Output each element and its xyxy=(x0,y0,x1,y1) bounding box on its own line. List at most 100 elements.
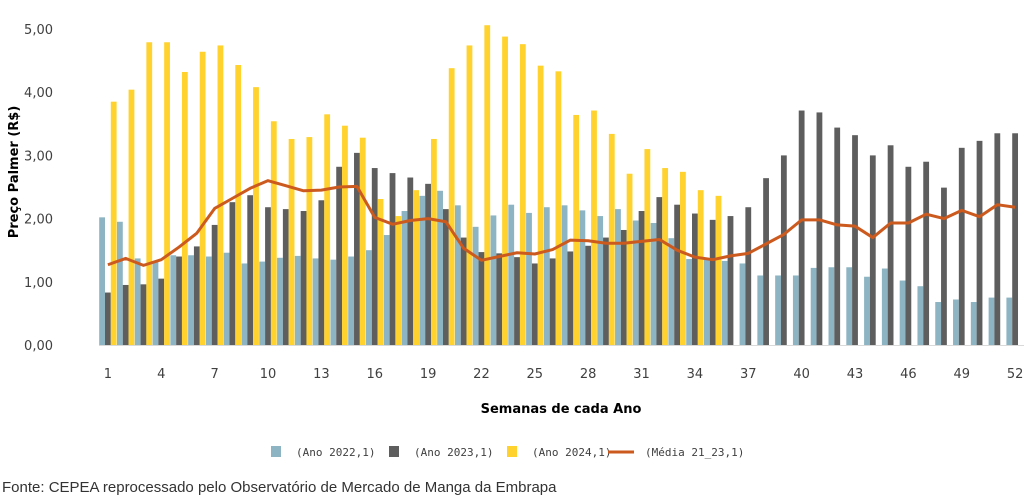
bar-1-week-28 xyxy=(579,210,586,345)
bar-1-week-31 xyxy=(632,220,639,345)
line-layer xyxy=(107,179,1016,267)
y-tick-label: 5,00 xyxy=(24,23,53,38)
bar-2-week-22 xyxy=(478,252,485,345)
bar-2-week-46 xyxy=(905,166,912,345)
bar-2-week-40 xyxy=(798,110,805,345)
bar-1-week-29 xyxy=(597,216,604,345)
x-tick-label: 25 xyxy=(527,367,544,382)
bar-2-week-50 xyxy=(976,140,983,345)
bar-3-week-17 xyxy=(395,216,402,345)
bar-3-week-9 xyxy=(253,87,259,345)
bar-2-week-11 xyxy=(282,209,289,345)
bar-2-week-49 xyxy=(958,147,965,345)
bar-1-week-15 xyxy=(348,256,355,345)
bar-3-week-24 xyxy=(519,44,526,346)
legend-label-2: (Ano 2023,1) xyxy=(414,446,493,459)
bar-2-week-42 xyxy=(834,127,841,345)
bar-2-week-35 xyxy=(709,219,716,345)
bars-layer xyxy=(99,25,1019,346)
bar-2-week-34 xyxy=(692,213,698,345)
bar-1-week-44 xyxy=(864,276,870,345)
bar-2-week-6 xyxy=(193,246,200,345)
bar-2-week-26 xyxy=(549,258,556,345)
bar-1-week-3 xyxy=(134,258,141,345)
bar-2-week-38 xyxy=(763,178,769,345)
bar-2-week-24 xyxy=(514,257,520,345)
bar-2-week-31 xyxy=(638,211,645,345)
bar-1-week-34 xyxy=(686,259,693,345)
bar-1-week-40 xyxy=(792,275,799,345)
bar-1-week-6 xyxy=(188,255,194,345)
bar-1-week-50 xyxy=(970,302,977,345)
bar-1-week-4 xyxy=(152,260,159,345)
bar-3-week-6 xyxy=(199,51,206,345)
y-tick-label: 0,00 xyxy=(24,339,53,354)
bar-1-week-41 xyxy=(810,267,817,345)
x-tick-label: 28 xyxy=(580,367,597,382)
bar-1-week-24 xyxy=(508,204,515,345)
bar-2-week-1 xyxy=(104,292,111,345)
bar-2-week-37 xyxy=(745,207,752,345)
bar-1-week-14 xyxy=(330,259,337,345)
bar-3-week-7 xyxy=(217,45,224,346)
x-tick-label: 49 xyxy=(953,367,970,382)
source-note: Fonte: CEPEA reprocessado pelo Observató… xyxy=(2,479,557,496)
legend-label-1: (Ano 2022,1) xyxy=(296,446,375,459)
legend-label-3: (Ano 2024,1) xyxy=(532,446,611,459)
bar-2-week-48 xyxy=(941,187,947,345)
bar-2-week-10 xyxy=(265,207,271,345)
legend: (Ano 2022,1) (Ano 2023,1) (Ano 2024,1) (Méd… xyxy=(271,446,744,459)
bar-1-week-23 xyxy=(490,215,497,345)
bar-3-week-14 xyxy=(342,125,348,345)
bar-2-week-36 xyxy=(727,216,734,345)
bar-2-week-7 xyxy=(211,224,218,345)
x-tick-label: 34 xyxy=(687,367,704,382)
chart-svg: 0,00 1,00 2,00 3,00 4,00 5,00 1 4 7 10 13 16 19 22 25… xyxy=(7,23,1024,459)
bar-2-week-5 xyxy=(176,256,182,345)
x-tick-label: 43 xyxy=(847,367,864,382)
x-axis-title: Semanas de cada Ano xyxy=(481,402,642,417)
bar-3-week-35 xyxy=(715,195,722,345)
bar-1-week-51 xyxy=(988,297,995,345)
bar-1-week-26 xyxy=(543,207,550,345)
bar-1-week-47 xyxy=(917,286,924,345)
bar-1-week-8 xyxy=(223,252,230,345)
bar-2-week-33 xyxy=(674,204,681,345)
bar-1-week-52 xyxy=(1006,297,1013,345)
bar-3-week-22 xyxy=(484,25,491,346)
bar-3-week-27 xyxy=(573,114,580,345)
y-tick-label: 3,00 xyxy=(24,149,53,164)
legend-swatch-3 xyxy=(507,446,517,457)
bar-1-week-30 xyxy=(615,209,621,345)
x-tick-label: 22 xyxy=(473,367,490,382)
y-tick-label: 1,00 xyxy=(24,276,53,291)
bar-3-week-2 xyxy=(128,89,135,345)
x-tick-label: 40 xyxy=(793,367,810,382)
legend-swatch-1 xyxy=(271,446,281,457)
bar-3-week-26 xyxy=(555,71,562,345)
bar-1-week-27 xyxy=(561,205,568,345)
y-tick-label: 4,00 xyxy=(24,86,53,101)
bar-1-week-9 xyxy=(241,263,248,345)
bar-3-week-15 xyxy=(359,137,366,345)
x-axis: 1 4 7 10 13 16 19 22 25 28 31 34 37 40 43 46 49 52 xyxy=(104,367,1024,382)
bar-3-week-30 xyxy=(626,173,633,345)
bar-1-week-17 xyxy=(383,235,390,345)
x-tick-label: 7 xyxy=(210,367,218,382)
bar-3-week-32 xyxy=(662,168,669,345)
bar-1-week-42 xyxy=(828,267,835,345)
x-tick-label: 52 xyxy=(1007,367,1024,382)
bar-3-week-3 xyxy=(146,42,153,346)
x-tick-label: 37 xyxy=(740,367,757,382)
bar-2-week-23 xyxy=(496,253,503,345)
legend-label-4: (Média 21_23,1) xyxy=(645,446,744,459)
bar-1-week-1 xyxy=(99,217,105,345)
bar-3-week-8 xyxy=(235,65,242,346)
bar-2-week-17 xyxy=(389,173,396,345)
bar-1-week-5 xyxy=(170,255,177,345)
bar-3-week-16 xyxy=(377,199,384,345)
x-tick-label: 19 xyxy=(420,367,437,382)
bar-3-week-29 xyxy=(608,133,615,345)
bar-1-week-48 xyxy=(935,302,942,345)
bar-3-week-20 xyxy=(448,68,455,346)
